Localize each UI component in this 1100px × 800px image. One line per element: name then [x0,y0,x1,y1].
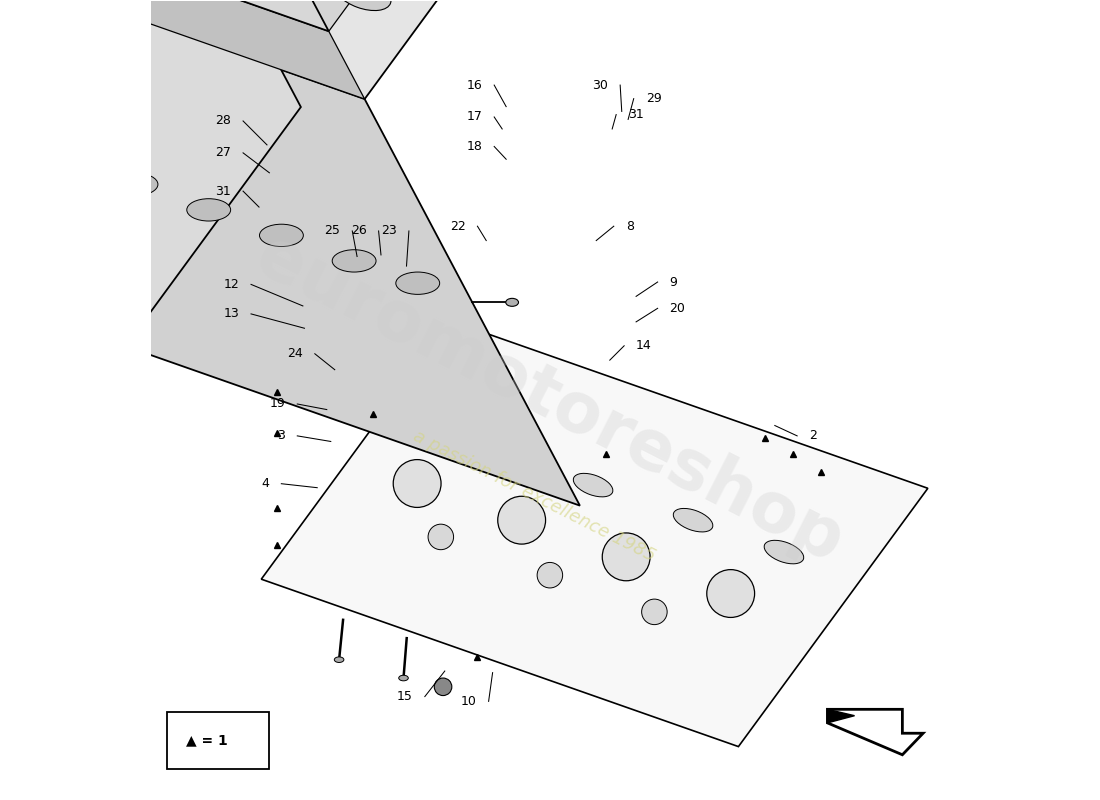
Text: 9: 9 [670,275,678,289]
Ellipse shape [99,252,113,261]
Text: 25: 25 [324,225,340,238]
Text: 27: 27 [216,146,231,159]
Ellipse shape [506,298,518,306]
Polygon shape [0,0,104,224]
Text: 17: 17 [466,110,482,123]
Circle shape [19,93,30,104]
Circle shape [537,562,562,588]
Ellipse shape [333,0,390,10]
Text: 8: 8 [626,220,634,233]
Ellipse shape [764,540,804,564]
Text: 18: 18 [466,140,482,153]
Polygon shape [0,0,540,99]
Ellipse shape [400,413,440,436]
Text: 3: 3 [277,430,285,442]
Circle shape [97,282,113,298]
Text: 30: 30 [592,78,608,91]
Ellipse shape [187,198,231,221]
Text: 13: 13 [223,307,239,321]
Text: ▲ = 1: ▲ = 1 [186,734,228,747]
Circle shape [707,570,755,618]
Ellipse shape [477,440,517,463]
Text: 24: 24 [287,347,303,360]
Text: 12: 12 [223,278,239,291]
Text: 20: 20 [670,302,685,315]
Ellipse shape [260,224,304,246]
Polygon shape [827,710,923,754]
Circle shape [52,185,66,199]
Polygon shape [0,0,504,31]
Text: 2: 2 [810,430,817,442]
Text: 14: 14 [636,339,652,352]
Circle shape [641,599,668,625]
Ellipse shape [573,474,613,497]
Polygon shape [0,0,301,346]
Ellipse shape [42,148,85,170]
Ellipse shape [398,675,408,681]
Circle shape [603,533,650,581]
Polygon shape [0,0,15,42]
Ellipse shape [57,251,75,262]
Text: 16: 16 [466,78,482,91]
Text: 15: 15 [397,690,412,703]
Text: 31: 31 [216,185,231,198]
Circle shape [393,459,441,507]
Text: 10: 10 [461,695,476,708]
Text: 26: 26 [351,225,366,238]
Text: a passion for excellence 1985: a passion for excellence 1985 [410,426,658,565]
Polygon shape [827,710,855,723]
Text: 29: 29 [646,92,661,105]
Ellipse shape [334,657,344,662]
Circle shape [428,524,453,550]
Text: 28: 28 [216,114,231,127]
Text: 31: 31 [628,108,643,121]
Ellipse shape [114,173,158,195]
Ellipse shape [396,272,440,294]
Ellipse shape [332,250,376,272]
Polygon shape [0,0,364,99]
Ellipse shape [673,509,713,532]
Circle shape [497,496,546,544]
Text: 23: 23 [382,225,397,238]
Polygon shape [0,0,329,31]
Polygon shape [262,321,927,746]
Text: 22: 22 [450,220,465,233]
Text: euromotoreshop: euromotoreshop [245,222,855,578]
Circle shape [434,678,452,695]
Text: 4: 4 [262,478,270,490]
Polygon shape [0,0,580,506]
Text: 19: 19 [270,398,285,410]
FancyBboxPatch shape [167,712,270,769]
